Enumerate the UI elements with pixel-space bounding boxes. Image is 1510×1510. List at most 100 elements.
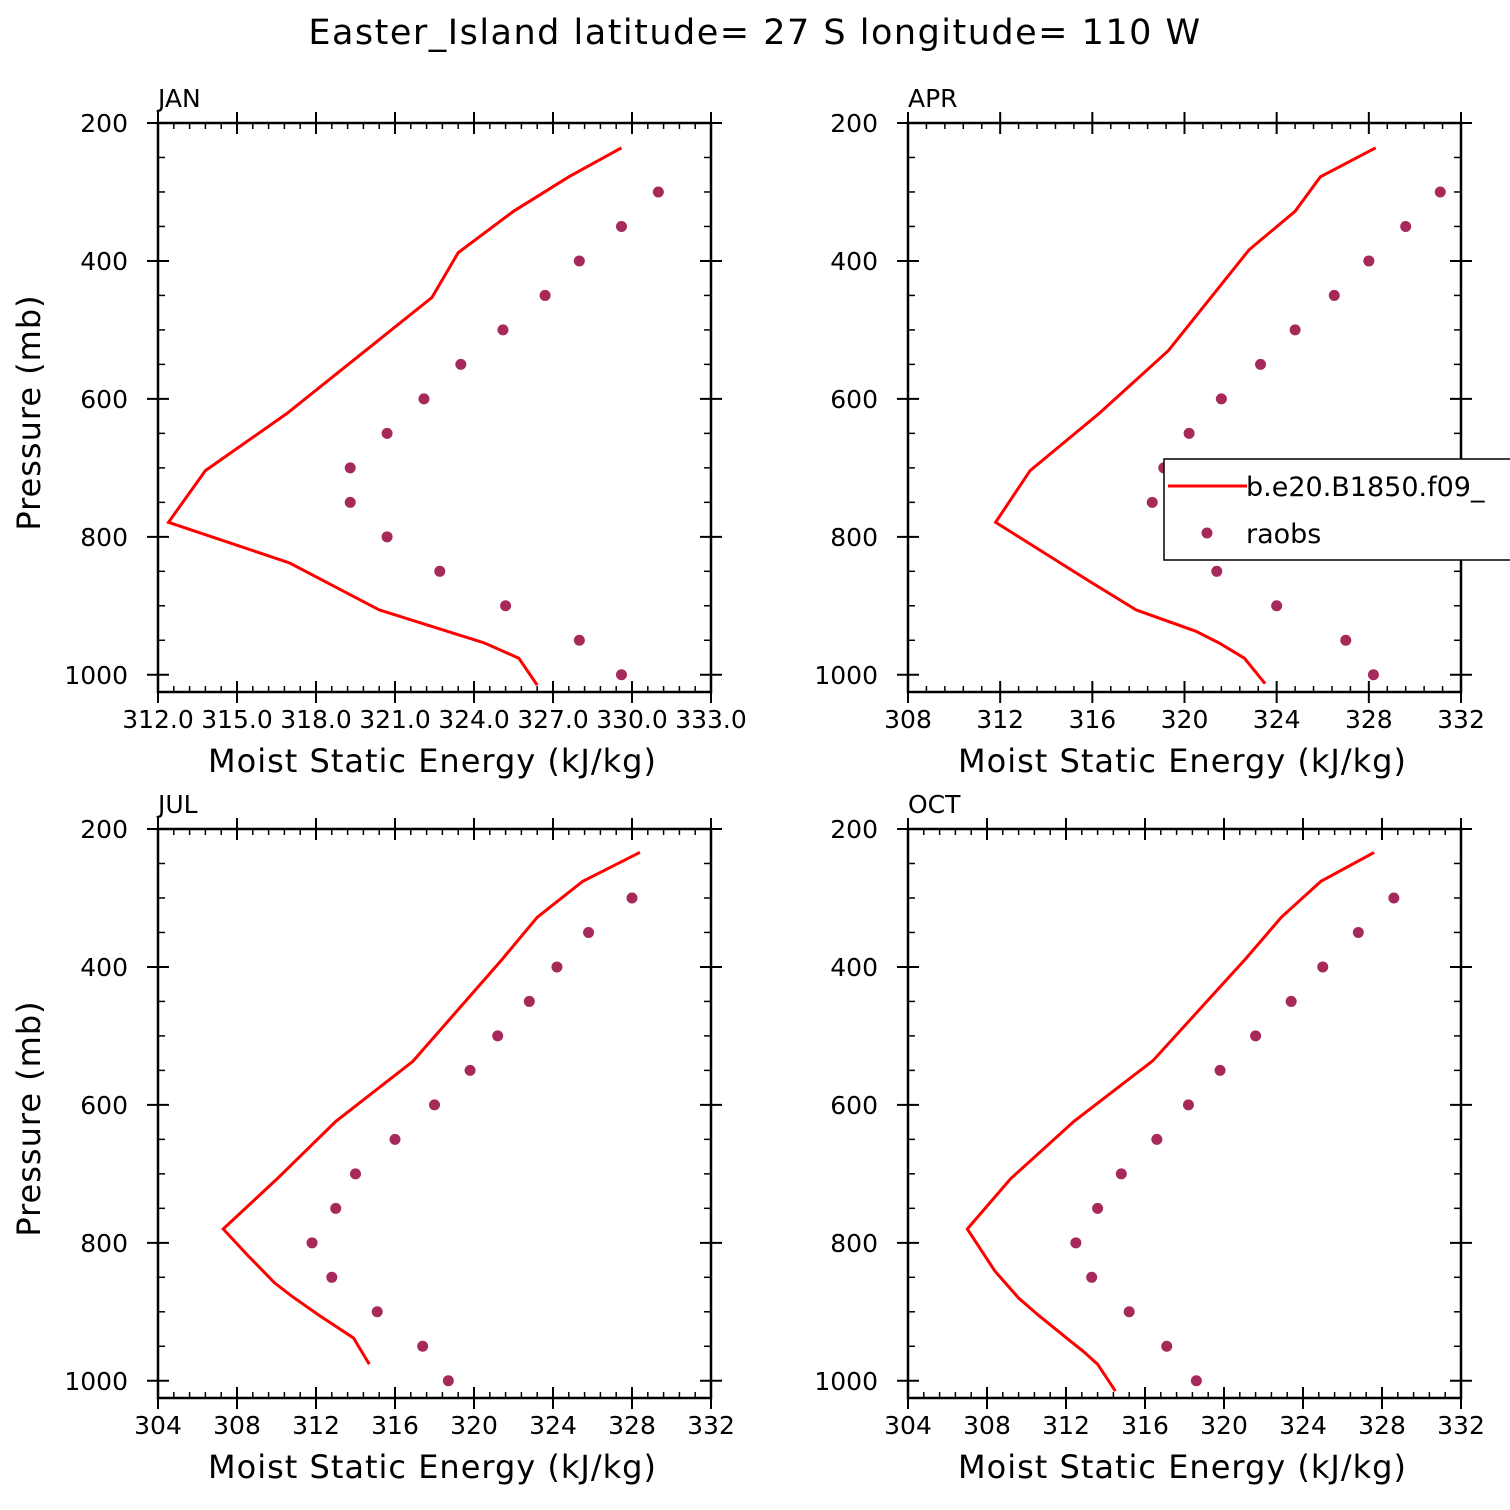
y-tick-label: 1000	[64, 661, 128, 690]
y-tick-label: 800	[80, 1229, 128, 1258]
x-tick-label: 324	[529, 1411, 577, 1440]
x-tick-label: 332	[687, 1411, 735, 1440]
x-tick-label: 324	[1253, 705, 1301, 734]
x-tick-label: 321.0	[359, 705, 431, 734]
y-tick-label: 200	[80, 109, 128, 138]
raobs-point	[1340, 634, 1352, 646]
x-tick-label: 308	[213, 1411, 261, 1440]
model-line	[993, 146, 1377, 685]
raobs-point	[573, 634, 585, 646]
raobs-point	[1151, 1133, 1163, 1145]
x-tick-label: 328	[1345, 705, 1393, 734]
raobs-point	[1352, 926, 1364, 938]
raobs-point	[583, 926, 595, 938]
y-tick-label: 1000	[814, 661, 878, 690]
x-tick-label: 328	[1358, 1411, 1406, 1440]
x-tick-label: 316	[1121, 1411, 1169, 1440]
raobs-point	[1317, 961, 1329, 973]
raobs-point	[442, 1375, 454, 1387]
x-tick-label: 308	[884, 705, 932, 734]
y-tick-label: 800	[830, 1229, 878, 1258]
panel-oct: OCT 304 308 312 316 320 324 328 332 200 400 600 800 1…	[814, 790, 1484, 1486]
y-tick-label: 600	[80, 385, 128, 414]
y-tick-label: 200	[830, 815, 878, 844]
y-tick-label: 800	[80, 523, 128, 552]
raobs-point	[455, 358, 467, 370]
x-axis-label: Moist Static Energy (kJ/kg)	[208, 1448, 657, 1486]
raobs-point	[330, 1202, 342, 1214]
panel-jan: JAN 312.0 315.0 318.0 321.0 324.0 327.0 330.0 33…	[10, 84, 747, 780]
raobs-point	[500, 600, 512, 612]
plot-frame	[156, 121, 713, 694]
y-axis-label: Pressure (mb)	[10, 1000, 48, 1236]
y-tick-label: 1000	[814, 1367, 878, 1396]
x-axis-label: Moist Static Energy (kJ/kg)	[958, 1448, 1407, 1486]
panel-title: APR	[908, 84, 958, 113]
x-tick-label: 312	[1042, 1411, 1090, 1440]
x-tick-label: 320	[1161, 705, 1209, 734]
plot-frame	[906, 827, 1463, 1400]
legend-marker-swatch	[1201, 527, 1213, 539]
model-line	[965, 851, 1375, 1392]
panel-apr: APR 308 312 316 320 324 328 332 200 400 600 800 1000…	[814, 84, 1510, 780]
x-tick-label: 304	[134, 1411, 182, 1440]
x-tick-label: 316	[371, 1411, 419, 1440]
y-tick-label: 600	[80, 1091, 128, 1120]
raobs-point	[1146, 496, 1158, 508]
raobs-point	[389, 1133, 401, 1145]
panel-title: OCT	[908, 790, 961, 819]
raobs-point	[1250, 1030, 1262, 1042]
y-tick-label: 400	[80, 247, 128, 276]
model-line	[166, 146, 623, 686]
legend-label-model: b.e20.B1850.f09_	[1246, 472, 1485, 503]
x-axis-label: Moist Static Energy (kJ/kg)	[958, 742, 1407, 780]
raobs-point	[1400, 220, 1412, 232]
raobs-point	[1182, 1099, 1194, 1111]
raobs-point	[1363, 255, 1375, 267]
raobs-point	[1214, 1064, 1226, 1076]
raobs-point	[1115, 1168, 1127, 1180]
y-tick-label: 200	[830, 109, 878, 138]
raobs-point	[1161, 1340, 1173, 1352]
x-tick-label: 312	[292, 1411, 340, 1440]
raobs-point	[344, 496, 356, 508]
raobs-point	[306, 1237, 318, 1249]
raobs-point	[652, 186, 664, 198]
x-tick-label: 333.0	[675, 705, 747, 734]
raobs-point	[1215, 393, 1227, 405]
model-line	[221, 851, 641, 1365]
legend: b.e20.B1850.f09_raobs	[1163, 458, 1510, 561]
x-tick-label: 330.0	[596, 705, 668, 734]
y-tick-label: 600	[830, 385, 878, 414]
raobs-point	[539, 289, 551, 301]
x-tick-label: 312.0	[122, 705, 194, 734]
raobs-point	[344, 462, 356, 474]
x-tick-label: 312	[976, 705, 1024, 734]
raobs-point	[1123, 1306, 1135, 1318]
x-tick-label: 324	[1279, 1411, 1327, 1440]
x-tick-label: 332	[1437, 705, 1485, 734]
raobs-point	[381, 427, 393, 439]
raobs-point	[1190, 1375, 1202, 1387]
raobs-point	[551, 961, 563, 973]
y-tick-label: 400	[80, 953, 128, 982]
x-tick-label: 324.0	[438, 705, 510, 734]
panel-title: JUL	[156, 790, 198, 819]
raobs-point	[1086, 1271, 1098, 1283]
raobs-point	[1289, 324, 1301, 336]
raobs-point	[1255, 358, 1267, 370]
y-tick-label: 600	[830, 1091, 878, 1120]
x-tick-label: 315.0	[201, 705, 273, 734]
raobs-point	[1328, 289, 1340, 301]
raobs-point	[1271, 600, 1283, 612]
y-tick-label: 400	[830, 247, 878, 276]
raobs-point	[326, 1271, 338, 1283]
x-tick-label: 316	[1068, 705, 1116, 734]
plot-frame	[906, 121, 1463, 694]
x-tick-label: 320	[1200, 1411, 1248, 1440]
panel-jul: JUL 304 308 312 316 320 324 328 332 200 400 600 800 1…	[10, 790, 735, 1486]
y-tick-label: 1000	[64, 1367, 128, 1396]
x-axis-label: Moist Static Energy (kJ/kg)	[208, 742, 657, 780]
